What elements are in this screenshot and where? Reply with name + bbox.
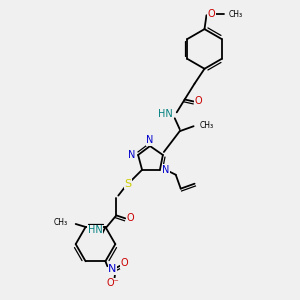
Text: N: N (128, 150, 136, 160)
Text: S: S (124, 179, 132, 189)
Text: CH₃: CH₃ (54, 218, 68, 226)
Text: N: N (108, 264, 116, 274)
Text: O: O (120, 258, 128, 268)
Text: CH₃: CH₃ (228, 10, 242, 19)
Text: CH₃: CH₃ (200, 121, 214, 130)
Text: N: N (146, 135, 154, 145)
Text: N: N (162, 165, 169, 175)
Text: O: O (195, 97, 203, 106)
Text: HN: HN (158, 109, 173, 119)
Text: O⁻: O⁻ (107, 278, 120, 288)
Text: HN: HN (88, 225, 102, 235)
Text: O: O (208, 9, 215, 19)
Text: O: O (126, 213, 134, 224)
